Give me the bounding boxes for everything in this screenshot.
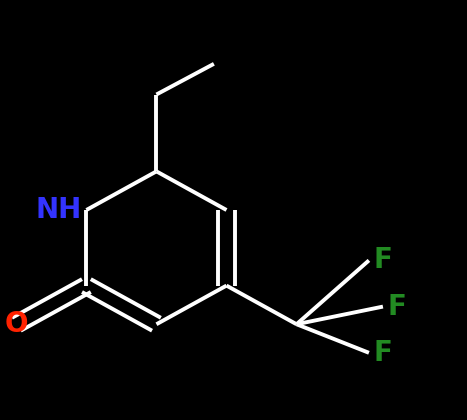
Text: NH: NH	[35, 196, 82, 224]
Text: O: O	[5, 310, 28, 338]
Text: F: F	[374, 247, 392, 274]
Text: F: F	[388, 293, 406, 320]
Text: F: F	[374, 339, 392, 367]
